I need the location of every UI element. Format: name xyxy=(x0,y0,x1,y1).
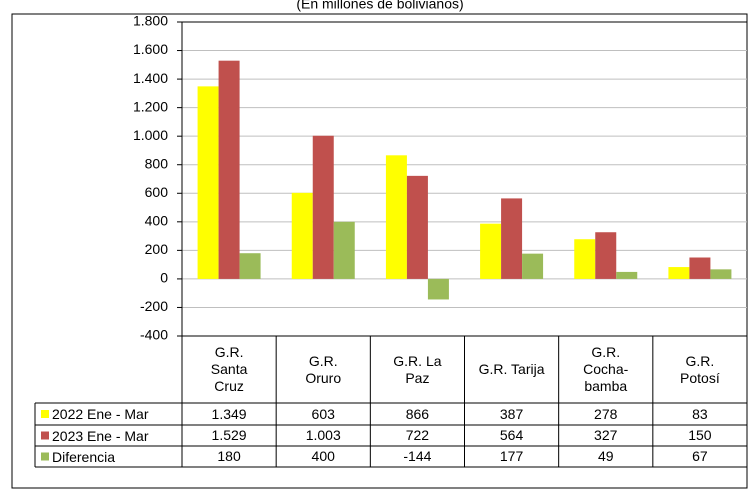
legend-swatch xyxy=(41,410,49,418)
bar xyxy=(480,223,502,279)
bar xyxy=(668,267,690,279)
y-tick-label: 1.600 xyxy=(133,41,168,57)
table-value: 400 xyxy=(311,448,335,464)
table-value: 49 xyxy=(597,448,614,464)
bar xyxy=(616,271,638,279)
table-value: 327 xyxy=(594,427,618,443)
chart-subtitle: (En millones de bolivianos) xyxy=(296,0,463,12)
bar xyxy=(501,198,523,279)
category-cell: G.R. Oruro xyxy=(276,336,370,403)
category-cell: G.R. La Paz xyxy=(370,336,464,403)
bar xyxy=(710,269,732,279)
bar xyxy=(406,175,428,279)
table-value: 722 xyxy=(405,427,430,443)
category-cell: G.R. Santa Cruz xyxy=(182,336,276,403)
y-tick-label: 0 xyxy=(160,270,168,286)
bar xyxy=(427,278,449,300)
x-tick-label: G.R. Tarija xyxy=(478,361,545,377)
y-tick-label: 1.200 xyxy=(133,98,168,114)
category-cell: G.R. Cocha-bamba xyxy=(559,336,653,403)
table-value: 67 xyxy=(692,448,708,464)
table-value: 387 xyxy=(499,405,524,422)
x-tick-label: G.R. Potosí xyxy=(680,352,720,386)
y-tick-label: 400 xyxy=(145,213,169,229)
bar xyxy=(239,253,261,279)
y-tick-label: 1.400 xyxy=(133,70,168,86)
table-value: 1.529 xyxy=(211,427,247,443)
frame xyxy=(11,13,748,489)
x-tick-label: G.R. Oruro xyxy=(305,352,342,386)
table-value: 603 xyxy=(311,405,335,422)
legend-swatch xyxy=(41,431,49,440)
legend-label: Diferencia xyxy=(52,448,116,465)
bar xyxy=(333,221,355,279)
x-tick-label: G.R. La Paz xyxy=(393,352,442,386)
bar xyxy=(595,232,617,279)
y-tick-label: 1.800 xyxy=(133,13,168,29)
bar xyxy=(689,257,711,279)
y-tick-label: 1.000 xyxy=(133,127,168,143)
table-value: 150 xyxy=(688,427,712,443)
table-value: 1.003 xyxy=(305,427,341,443)
y-tick-label: 200 xyxy=(145,241,169,257)
x-tick-label: G.R. Cocha-bamba xyxy=(583,344,629,394)
table-value: 866 xyxy=(405,405,430,422)
y-tick-label: 600 xyxy=(145,184,169,200)
bar xyxy=(197,86,219,279)
category-cell: G.R. Tarija xyxy=(465,336,559,403)
bar xyxy=(291,192,313,279)
category-cell: G.R. Potosí xyxy=(653,336,747,403)
y-tick-label: -200 xyxy=(140,298,168,314)
table-value: 278 xyxy=(594,405,618,422)
table-value: -144 xyxy=(403,448,432,464)
bar xyxy=(574,239,596,279)
legend-label: 2022 Ene - Mar xyxy=(52,406,149,422)
legend-label: 2023 Ene - Mar xyxy=(52,427,149,444)
x-tick-label: G.R. Santa Cruz xyxy=(210,344,248,394)
table-value: 177 xyxy=(499,448,524,464)
bar xyxy=(522,253,544,279)
table-value: 83 xyxy=(692,405,708,422)
bar xyxy=(385,155,407,279)
table-value: 1.349 xyxy=(211,405,247,422)
y-tick-label: 800 xyxy=(145,155,169,171)
bar xyxy=(218,60,240,279)
bar xyxy=(312,135,334,279)
legend-swatch xyxy=(41,452,49,461)
table-value: 564 xyxy=(499,427,524,443)
y-tick-label: -400 xyxy=(140,327,168,343)
table-value: 180 xyxy=(217,448,241,464)
